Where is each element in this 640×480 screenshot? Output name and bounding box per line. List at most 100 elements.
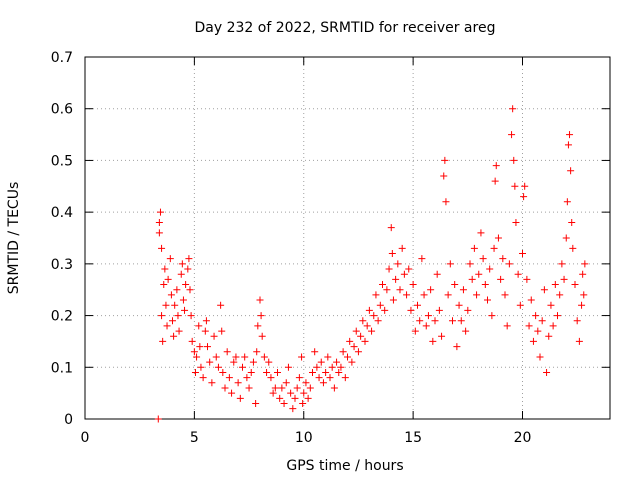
data-point [543,368,551,376]
y-tick-label: 0.4 [51,205,73,221]
data-point [167,291,175,299]
data-point [357,332,365,340]
data-point [549,322,557,330]
data-point [291,394,299,402]
data-point [158,312,166,320]
data-point [462,327,470,335]
data-point [392,275,400,283]
data-point [564,141,572,149]
data-point [547,301,555,309]
y-tick-label: 0.7 [51,50,73,66]
data-point [551,281,559,289]
data-point [247,368,255,376]
data-point [532,312,540,320]
data-point [335,368,343,376]
data-point [562,234,570,242]
data-point [256,296,264,304]
x-tick-label: 20 [514,430,532,446]
data-point [501,291,509,299]
data-point [509,105,517,113]
data-point [396,286,404,294]
data-point [376,301,384,309]
data-point [201,327,209,335]
data-point [579,270,587,278]
x-tick-label: 15 [404,430,422,446]
data-point [254,322,262,330]
data-point [481,281,489,289]
data-point [260,353,268,361]
data-point [449,317,456,325]
data-point [578,301,586,309]
data-point [441,156,449,164]
data-point [388,250,396,258]
data-point [350,343,358,351]
chart-title: Day 232 of 2022, SRMTID for receiver are… [195,20,496,36]
data-point [525,322,533,330]
data-point [363,322,371,330]
data-point [330,384,338,392]
data-point [492,162,500,170]
data-point [473,291,481,299]
data-point [324,353,332,361]
data-point [204,343,211,351]
data-point [470,244,478,252]
data-point [556,291,564,299]
data-point [280,399,288,407]
data-point [193,353,201,361]
data-point [328,363,336,371]
data-point [187,312,195,320]
data-point [429,337,437,345]
data-point [459,286,467,294]
data-point [407,306,415,314]
data-point [346,337,354,345]
data-point [581,260,589,268]
data-point [287,389,295,397]
data-point [438,332,446,340]
data-point [155,229,163,237]
data-point [221,384,229,392]
data-point [519,250,526,258]
data-point [499,255,507,263]
data-point [214,363,222,371]
data-point [464,306,472,314]
y-tick-label: 0.1 [51,360,73,376]
data-point [379,281,386,289]
data-point [427,286,435,294]
data-point [411,327,419,335]
data-point [300,389,308,397]
data-point [424,312,432,320]
data-point [228,389,236,397]
data-point [420,291,428,299]
data-point [252,399,260,407]
data-point [206,358,214,366]
data-point [567,167,575,175]
data-point [374,317,382,325]
data-point [278,384,286,392]
data-point [170,332,178,340]
data-point [223,348,231,356]
data-point [181,306,189,314]
data-point [263,368,271,376]
data-point [243,374,251,382]
data-point [196,343,204,351]
data-point [295,374,303,382]
data-point [381,306,389,314]
data-point [523,275,531,283]
data-point [225,374,233,382]
data-point [217,301,225,309]
data-point [361,337,369,345]
data-point [185,255,193,263]
data-point [274,368,281,376]
data-point [527,296,535,304]
data-point [451,281,459,289]
data-point [258,332,266,340]
data-point [365,306,373,314]
data-point [182,281,190,289]
data-point [403,291,411,299]
data-point [166,255,174,263]
data-point [164,275,172,283]
data-point [311,348,319,356]
data-point [208,379,216,387]
data-point [442,198,450,206]
data-point [416,317,424,325]
